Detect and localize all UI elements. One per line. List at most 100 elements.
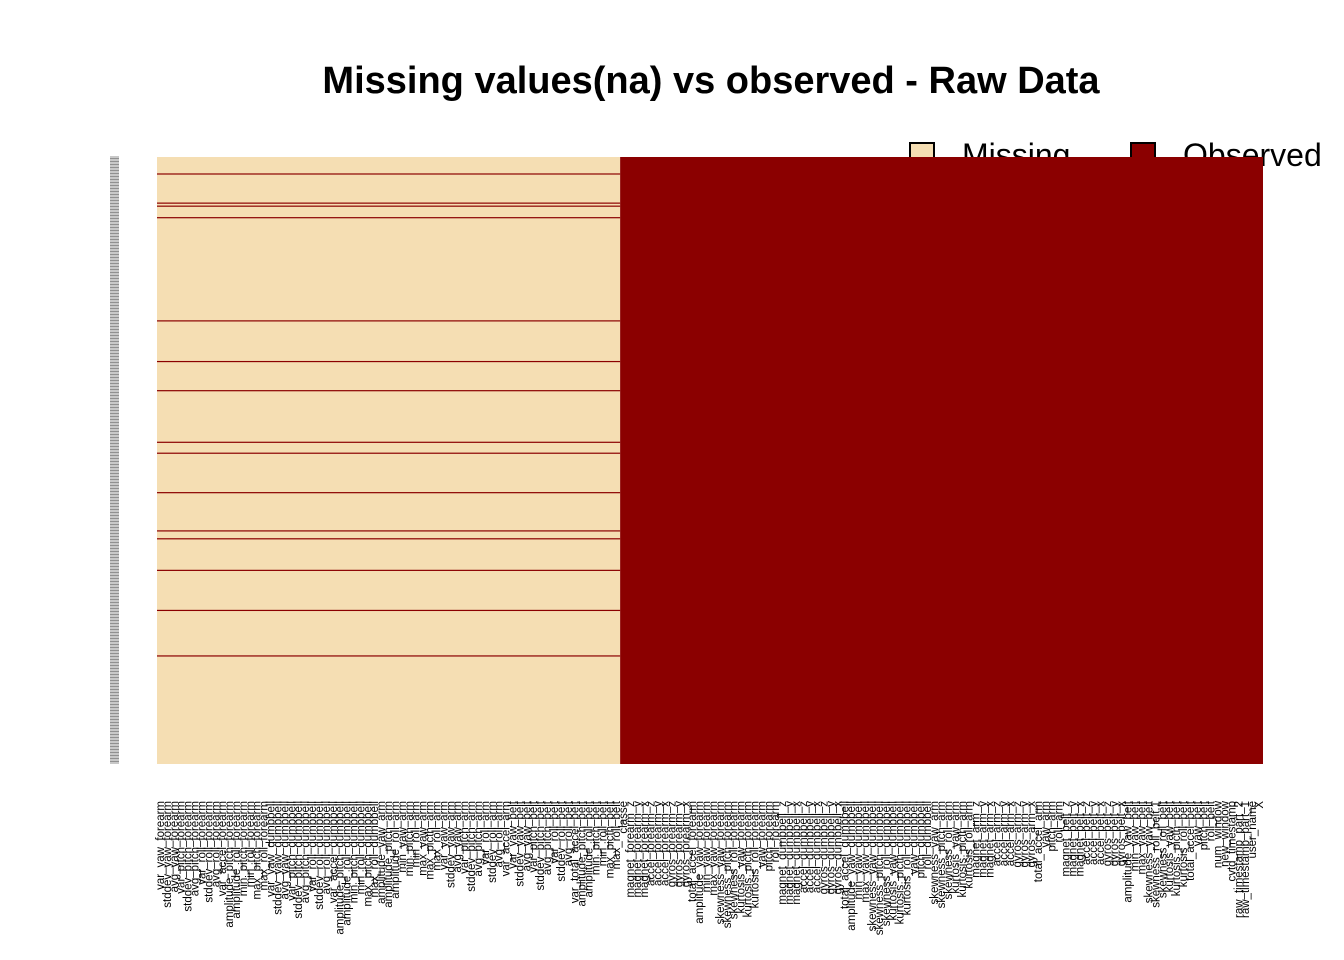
x-tick-label: gyros_belt_y (1109, 801, 1121, 866)
observed-row-line (157, 202, 621, 204)
x-tick-label: gyros_belt_z (1102, 801, 1114, 866)
x-tick-label: stddev_roll_dumbbell (314, 801, 326, 910)
y-axis-ticks (110, 156, 119, 764)
x-tick-label: kurtosis_yaw_forearm (736, 801, 748, 913)
x-tick-label: yaw_dumbbell (908, 801, 920, 875)
x-tick-label: avg_yaw_belt (521, 800, 533, 871)
x-tick-label: roll_dumbbell (922, 801, 934, 869)
x-tick-label: min_roll_forearm (245, 801, 257, 887)
x-tick-label: kurtosis_picth_forearm (743, 801, 755, 917)
x-tick-label: accel_forearm_z (646, 801, 658, 886)
x-tick-label: accel_arm_x (1005, 801, 1017, 866)
x-tick-label: kurtosis_roll_belt (1178, 800, 1190, 887)
x-tick-label: magnet_belt_x (1074, 801, 1086, 877)
x-tick-label: var_pitch_belt (528, 800, 540, 872)
x-tick-label: magnet_dumbbell_z (777, 801, 789, 905)
x-tick-label: kurtosis_yaw_dumbbell (888, 801, 900, 921)
x-tick-label: var_yaw_forearm (155, 801, 167, 890)
x-tick-label: pitch_belt (1199, 800, 1211, 850)
x-tick-label: max_roll_forearm (259, 801, 271, 890)
x-tick-label: avg_roll_arm (494, 801, 506, 867)
x-tick-label: avg_pitch_forearm (190, 801, 202, 896)
x-tick-label: kurtosis_roll_arm (964, 801, 976, 889)
x-tick-label: min_yaw_forearm (701, 801, 713, 892)
x-tick-label: stddev_yaw_belt (514, 800, 526, 886)
x-tick-label: classe (618, 801, 630, 834)
x-tick-label: gyros_dumbbell_z (819, 801, 831, 895)
observed-row-line (157, 390, 621, 392)
x-tick-label: roll_arm (1054, 801, 1066, 843)
x-tick-label: accel_belt_y (1088, 801, 1100, 865)
x-tick-label: stddev_yaw_dumbbell (272, 801, 284, 915)
x-tick-label: gyros_forearm_y (673, 801, 685, 888)
x-tick-label: avg_yaw_forearm (169, 801, 181, 892)
x-tick-label: var_accel_forearm (217, 801, 229, 896)
x-tick-label: skewness_roll_dumbbell (881, 801, 893, 926)
x-tick-label: avg_roll_dumbbell (321, 801, 333, 894)
x-tick-label: accel_forearm_x (660, 801, 672, 886)
x-tick-label: stddev_roll_arm (487, 801, 499, 883)
x-tick-label: max_picth_arm (425, 801, 437, 880)
x-tick-label: skewness_yaw_arm (929, 801, 941, 905)
x-tick-label: pitch_dumbbell (915, 801, 927, 878)
x-tick-label: user_name (1247, 801, 1259, 859)
x-tick-label: accel_belt_z (1081, 801, 1093, 865)
x-tick-label: skewness_yaw_forearm (715, 801, 727, 924)
x-tick-label: yaw_arm (1040, 801, 1052, 848)
x-tick-label: X (1254, 801, 1266, 809)
x-tick-label: avg_yaw_arm (452, 801, 464, 873)
x-tick-label: raw_timestamp_part_2 (1233, 801, 1245, 918)
x-tick-label: gyros_dumbbell_x (832, 801, 844, 895)
x-tick-label: min_roll_dumbbell (355, 801, 367, 894)
x-tick-label: kurtosis_roll_forearm (749, 801, 761, 908)
x-tick-label: magnet_forearm_z (625, 801, 637, 898)
observed-row-line (157, 655, 621, 657)
x-tick-label: amplitude_yaw_forearm (694, 801, 706, 924)
x-tick-label: gyros_arm_z (1012, 801, 1024, 868)
observed-row-line (157, 320, 621, 322)
chart-title: Missing values(na) vs observed - Raw Dat… (322, 60, 1100, 102)
x-tick-label: accel_dumbbell_y (805, 801, 817, 893)
x-tick-label: min_yaw_dumbbell (853, 801, 865, 899)
x-tick-label: var_pitch_forearm (176, 801, 188, 894)
x-tick-label: max_pitch_dumbbell (362, 801, 374, 906)
x-tick-label: total_accel_belt (1185, 800, 1197, 881)
x-tick-label: pitch_arm (1047, 801, 1059, 852)
x-tick-label: amplitude_pitch_dumbbell (335, 801, 347, 935)
x-tick-label: max_yaw_belt (1137, 800, 1149, 874)
observed-row-line (157, 217, 621, 219)
observed-row-line (157, 538, 621, 540)
observed-row-line (157, 492, 621, 494)
x-tick-label: amplitude_roll_forearm (231, 801, 243, 919)
x-tick-label: accel_dumbbell_x (812, 801, 824, 893)
x-tick-label: cvtd_timestamp (1226, 801, 1238, 882)
x-tick-label: kurtosis_roll_dumbbell (902, 801, 914, 915)
x-tick-label: skewness_pitch_arm (936, 801, 948, 908)
x-tick-label: max_pitch_forearm (252, 801, 264, 899)
x-tick-label: amplitude_pitch_arm (383, 801, 395, 908)
observed-row-line (157, 569, 621, 571)
x-tick-label: amplitude_pitch_forearm (224, 801, 236, 928)
x-tick-label: stddev_roll_belt (556, 800, 568, 881)
x-tick-label: stddev_yaw_arm (445, 801, 457, 888)
x-tick-label: amplitude_yaw_arm (376, 801, 388, 904)
x-tick-label: avg_pitch_belt (542, 800, 554, 875)
x-tick-label: accel_arm_z (991, 801, 1003, 866)
x-tick-label: gyros_forearm_x (680, 801, 692, 888)
x-tick-label: var_accel_arm (501, 801, 513, 876)
x-tick-label: gyros_dumbbell_y (825, 801, 837, 895)
x-tick-label: magnet_belt_y (1067, 801, 1079, 877)
observed-row-line (157, 441, 621, 443)
x-tick-label: avg_pitch_dumbbell (300, 801, 312, 903)
x-tick-label: max_roll_arm (431, 801, 443, 871)
observed-row-line (157, 360, 621, 363)
x-tick-label: accel_belt_x (1095, 801, 1107, 865)
x-tick-label: var_yaw_dumbbell (266, 801, 278, 897)
x-tick-label: skewness_yaw_belt (1143, 800, 1155, 903)
x-tick-label: max_yaw_forearm (708, 801, 720, 896)
x-tick-label: magnet_dumbbell_x (791, 801, 803, 905)
x-tick-label: stddev_pitch_arm (466, 801, 478, 892)
x-tick-label: skewness_yaw_dumbbell (867, 801, 879, 931)
x-tick-label: max_roll_dumbbell (369, 801, 381, 898)
x-tick-label: magnet_arm_y (978, 801, 990, 878)
